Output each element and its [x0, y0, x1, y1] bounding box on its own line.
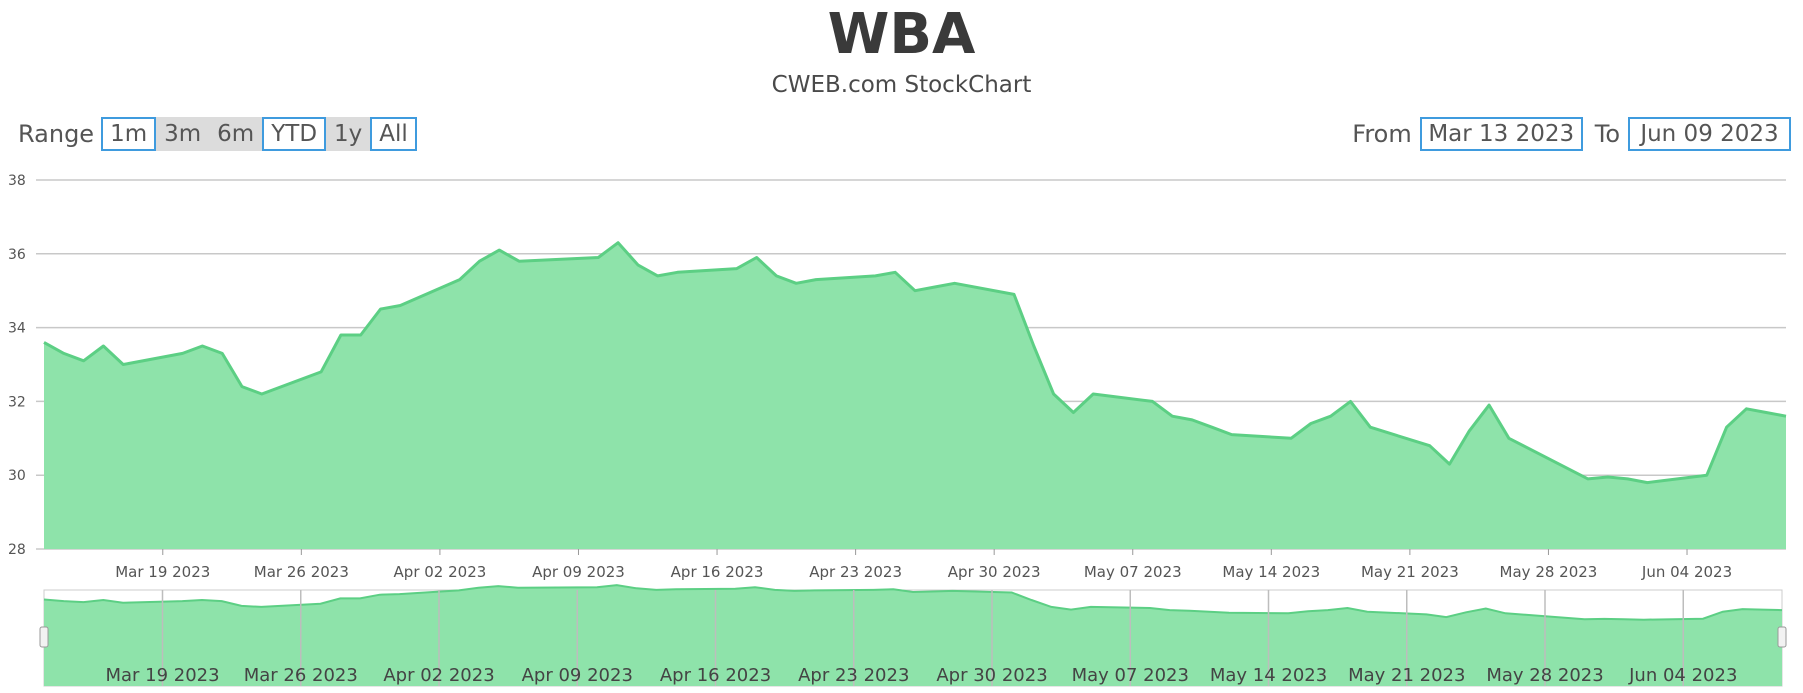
navigator-x-label: Mar 19 2023: [105, 665, 219, 686]
navigator-x-label: May 28 2023: [1486, 665, 1603, 686]
x-tick-label: Apr 23 2023: [809, 563, 902, 581]
navigator-x-label: May 07 2023: [1072, 665, 1189, 686]
x-tick-label: Jun 04 2023: [1641, 563, 1732, 581]
to-date-input[interactable]: [1628, 117, 1791, 151]
navigator-x-label: May 21 2023: [1348, 665, 1465, 686]
y-tick-label: 34: [8, 321, 26, 337]
range-button-1y[interactable]: 1y: [326, 117, 371, 151]
navigator-x-label: Apr 30 2023: [936, 665, 1047, 686]
to-label: To: [1594, 120, 1620, 148]
y-tick-label: 28: [8, 542, 26, 558]
price-line: [43, 241, 1787, 485]
navigator-x-label: Jun 04 2023: [1628, 665, 1737, 686]
from-date-input[interactable]: [1419, 117, 1583, 151]
navigator-x-label: Apr 16 2023: [660, 665, 771, 686]
y-tick-label: 38: [8, 173, 26, 189]
range-button-3m[interactable]: 3m: [156, 117, 210, 151]
range-button-6m[interactable]: 6m: [209, 117, 263, 151]
navigator-x-label: Apr 23 2023: [798, 665, 909, 686]
x-tick-label: Apr 30 2023: [948, 563, 1041, 581]
x-tick-label: May 21 2023: [1361, 563, 1459, 581]
from-label: From: [1352, 120, 1412, 148]
navigator-area: [44, 585, 1782, 686]
x-tick-label: Apr 02 2023: [394, 563, 487, 581]
y-tick-label: 30: [8, 468, 26, 484]
x-tick-label: May 07 2023: [1084, 563, 1182, 581]
y-tick-label: 36: [8, 247, 26, 263]
range-button-ytd[interactable]: YTD: [262, 117, 327, 151]
range-label: Range: [18, 120, 95, 148]
x-tick-label: Mar 19 2023: [115, 563, 210, 581]
navigator-x-label: Mar 26 2023: [244, 665, 358, 686]
x-tick-label: Apr 16 2023: [671, 563, 764, 581]
range-button-1m[interactable]: 1m: [101, 117, 157, 151]
chart-subtitle: CWEB.com StockChart: [771, 72, 1032, 98]
x-tick-label: May 28 2023: [1500, 563, 1598, 581]
navigator-x-label: May 14 2023: [1210, 665, 1327, 686]
price-area: [44, 242, 1786, 549]
navigator-x-label: Apr 02 2023: [383, 665, 494, 686]
navigator-x-label: Apr 09 2023: [522, 665, 633, 686]
chart-title: WBA: [827, 2, 976, 67]
x-tick-label: Mar 26 2023: [254, 563, 349, 581]
navigator-line: [43, 584, 1783, 621]
x-tick-label: Apr 09 2023: [532, 563, 625, 581]
range-selector: Range 1m 3m 6m YTD 1y All: [18, 116, 417, 152]
x-tick-label: May 14 2023: [1222, 563, 1320, 581]
date-range-selector: From To: [1340, 116, 1791, 152]
y-tick-label: 32: [8, 394, 26, 410]
navigator-left-handle[interactable]: [39, 626, 49, 648]
navigator-right-handle[interactable]: [1777, 626, 1787, 648]
range-button-all[interactable]: All: [370, 117, 417, 151]
